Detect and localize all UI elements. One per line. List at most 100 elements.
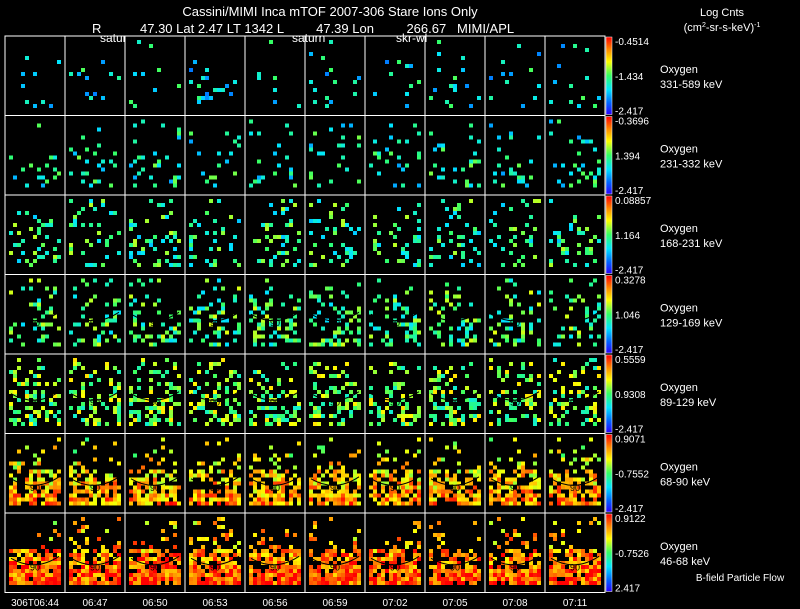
count-pixel — [501, 529, 505, 533]
colorbar-min-label: -2.417 — [615, 107, 644, 118]
count-pixel — [149, 239, 153, 243]
count-pixel — [377, 469, 381, 474]
count-pixel — [37, 573, 41, 577]
count-pixel — [261, 493, 265, 498]
count-pixel — [309, 251, 313, 255]
count-pixel — [437, 457, 441, 462]
count-pixel — [205, 96, 209, 100]
count-pixel — [329, 549, 333, 553]
count-pixel — [441, 342, 445, 347]
count-pixel — [93, 207, 97, 211]
count-pixel — [489, 366, 493, 370]
count-pixel — [329, 485, 333, 490]
count-pixel — [25, 481, 29, 486]
pitch-angle-contour — [70, 476, 120, 486]
contour-label: 90 — [270, 398, 280, 408]
count-pixel — [277, 485, 281, 490]
count-pixel — [373, 565, 377, 569]
count-pixel — [217, 330, 221, 335]
count-pixel — [113, 302, 117, 307]
count-pixel — [297, 104, 301, 108]
count-pixel — [81, 489, 85, 494]
count-pixel — [169, 565, 173, 569]
count-pixel — [505, 541, 509, 545]
count-pixel — [337, 342, 341, 347]
count-pixel — [429, 422, 433, 426]
count-pixel — [225, 577, 229, 581]
count-pixel — [225, 386, 229, 390]
count-pixel — [473, 485, 477, 490]
count-pixel — [293, 406, 297, 410]
count-pixel — [85, 573, 89, 577]
count-pixel — [429, 581, 433, 585]
count-pixel — [333, 561, 337, 565]
count-pixel — [533, 497, 537, 502]
count-pixel — [249, 473, 253, 478]
count-pixel — [465, 398, 469, 402]
count-pixel — [149, 497, 153, 502]
count-pixel — [377, 581, 381, 585]
count-pixel — [21, 461, 25, 466]
count-pixel — [41, 573, 45, 577]
count-pixel — [261, 573, 265, 577]
count-pixel — [509, 581, 513, 585]
count-pixel — [585, 263, 589, 267]
count-pixel — [349, 227, 353, 231]
count-pixel — [141, 358, 145, 362]
count-pixel — [453, 179, 457, 184]
count-pixel — [441, 533, 445, 537]
count-pixel — [261, 529, 265, 533]
count-pixel — [9, 370, 13, 374]
count-pixel — [581, 96, 585, 100]
count-pixel — [329, 402, 333, 406]
contour-label: 90 — [570, 318, 580, 328]
colorbar-frame — [605, 354, 613, 433]
count-pixel — [269, 473, 273, 478]
count-pixel — [585, 569, 589, 573]
count-pixel — [285, 481, 289, 486]
count-pixel — [149, 278, 153, 283]
count-pixel — [269, 263, 273, 267]
count-pixel — [101, 557, 105, 561]
count-pixel — [321, 338, 325, 343]
count-pixel — [509, 489, 513, 494]
count-pixel — [137, 581, 141, 585]
count-pixel — [441, 306, 445, 311]
count-pixel — [261, 537, 265, 541]
count-pixel — [445, 553, 449, 557]
count-pixel — [497, 322, 501, 327]
count-pixel — [149, 581, 153, 585]
count-pixel — [57, 342, 61, 347]
count-pixel — [577, 104, 581, 108]
count-pixel — [433, 406, 437, 410]
count-pixel — [293, 410, 297, 414]
count-pixel — [381, 410, 385, 414]
count-pixel — [205, 68, 209, 72]
count-pixel — [53, 167, 57, 172]
count-pixel — [377, 231, 381, 235]
count-pixel — [473, 577, 477, 581]
pitch-angle-contour — [310, 391, 360, 401]
count-pixel — [113, 489, 117, 494]
count-pixel — [493, 330, 497, 335]
count-pixel — [249, 465, 253, 470]
count-pixel — [193, 565, 197, 569]
count-pixel — [193, 489, 197, 494]
heatmap-panel — [304, 35, 366, 116]
count-pixel — [273, 497, 277, 502]
count-pixel — [429, 469, 433, 474]
count-pixel — [341, 493, 345, 498]
count-pixel — [17, 410, 21, 414]
count-pixel — [237, 577, 241, 581]
count-pixel — [273, 473, 277, 478]
count-pixel — [265, 549, 269, 553]
count-pixel — [317, 219, 321, 223]
count-pixel — [113, 569, 117, 573]
count-pixel — [401, 394, 405, 398]
count-pixel — [573, 219, 577, 223]
count-pixel — [205, 334, 209, 339]
count-pixel — [221, 533, 225, 537]
count-pixel — [69, 497, 73, 502]
count-pixel — [177, 175, 181, 180]
count-pixel — [129, 501, 133, 506]
